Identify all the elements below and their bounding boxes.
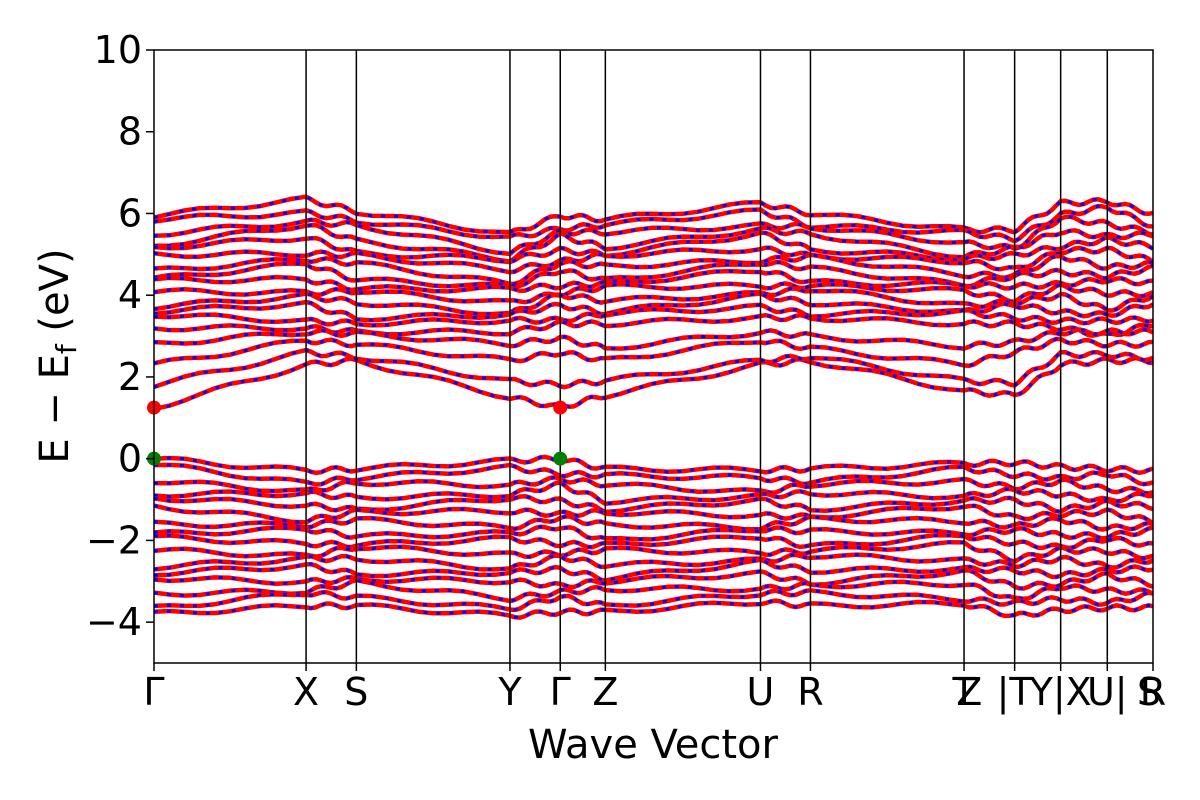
y-tick-label: 2 <box>118 355 142 399</box>
y-axis-ticks: −4 −2 0 2 4 6 8 10 <box>86 28 154 644</box>
conduction-upper-band-2-spin-up <box>154 203 1153 244</box>
x-tick-label: Z <box>592 670 618 714</box>
x-tick-label: U| <box>1087 670 1128 715</box>
vbm-marker-4 <box>553 451 568 466</box>
x-tick-label: R <box>797 670 823 714</box>
y-tick-label: 0 <box>118 437 142 481</box>
y-axis-label-main: E − E <box>32 354 78 464</box>
y-axis-label: E − Ef (eV) <box>32 248 83 463</box>
x-tick-label: X <box>293 670 319 714</box>
y-tick-label: −4 <box>86 600 142 644</box>
y-axis-label-subscript: f <box>50 343 83 354</box>
y-tick-label: 10 <box>94 28 142 72</box>
x-tick-label: Γ <box>550 670 571 714</box>
cbm-marker-3 <box>553 400 568 415</box>
y-tick-label: −2 <box>86 518 142 562</box>
x-tick-label: S <box>344 670 368 714</box>
x-tick-label: Y <box>497 670 522 714</box>
x-axis-label: Wave Vector <box>528 722 779 768</box>
x-tick-label: U <box>747 670 775 714</box>
y-tick-label: 6 <box>118 191 142 235</box>
plot-frame <box>153 49 1154 664</box>
x-tick-label: Z <box>956 670 982 714</box>
y-tick-label: 4 <box>118 273 142 317</box>
x-tick-label: Γ <box>143 670 164 714</box>
kpoint-divider-lines <box>305 50 1109 663</box>
band-edge-markers <box>147 400 568 466</box>
x-tick-label: S <box>1137 670 1161 714</box>
x-tick-label: |T <box>997 670 1034 715</box>
x-axis-ticks: Γ X S Y Γ Z U R TZ |TY|XU| SR <box>143 663 1166 715</box>
x-tick-label: T <box>951 670 976 714</box>
x-tick-label: Y|X <box>1029 670 1092 715</box>
bands-layer <box>154 194 1153 620</box>
y-axis-label-unit: (eV) <box>32 248 78 344</box>
valence-band-6-spin-up <box>154 503 1153 526</box>
x-tick-label: R <box>1140 670 1166 714</box>
y-tick-label: 8 <box>118 110 142 154</box>
